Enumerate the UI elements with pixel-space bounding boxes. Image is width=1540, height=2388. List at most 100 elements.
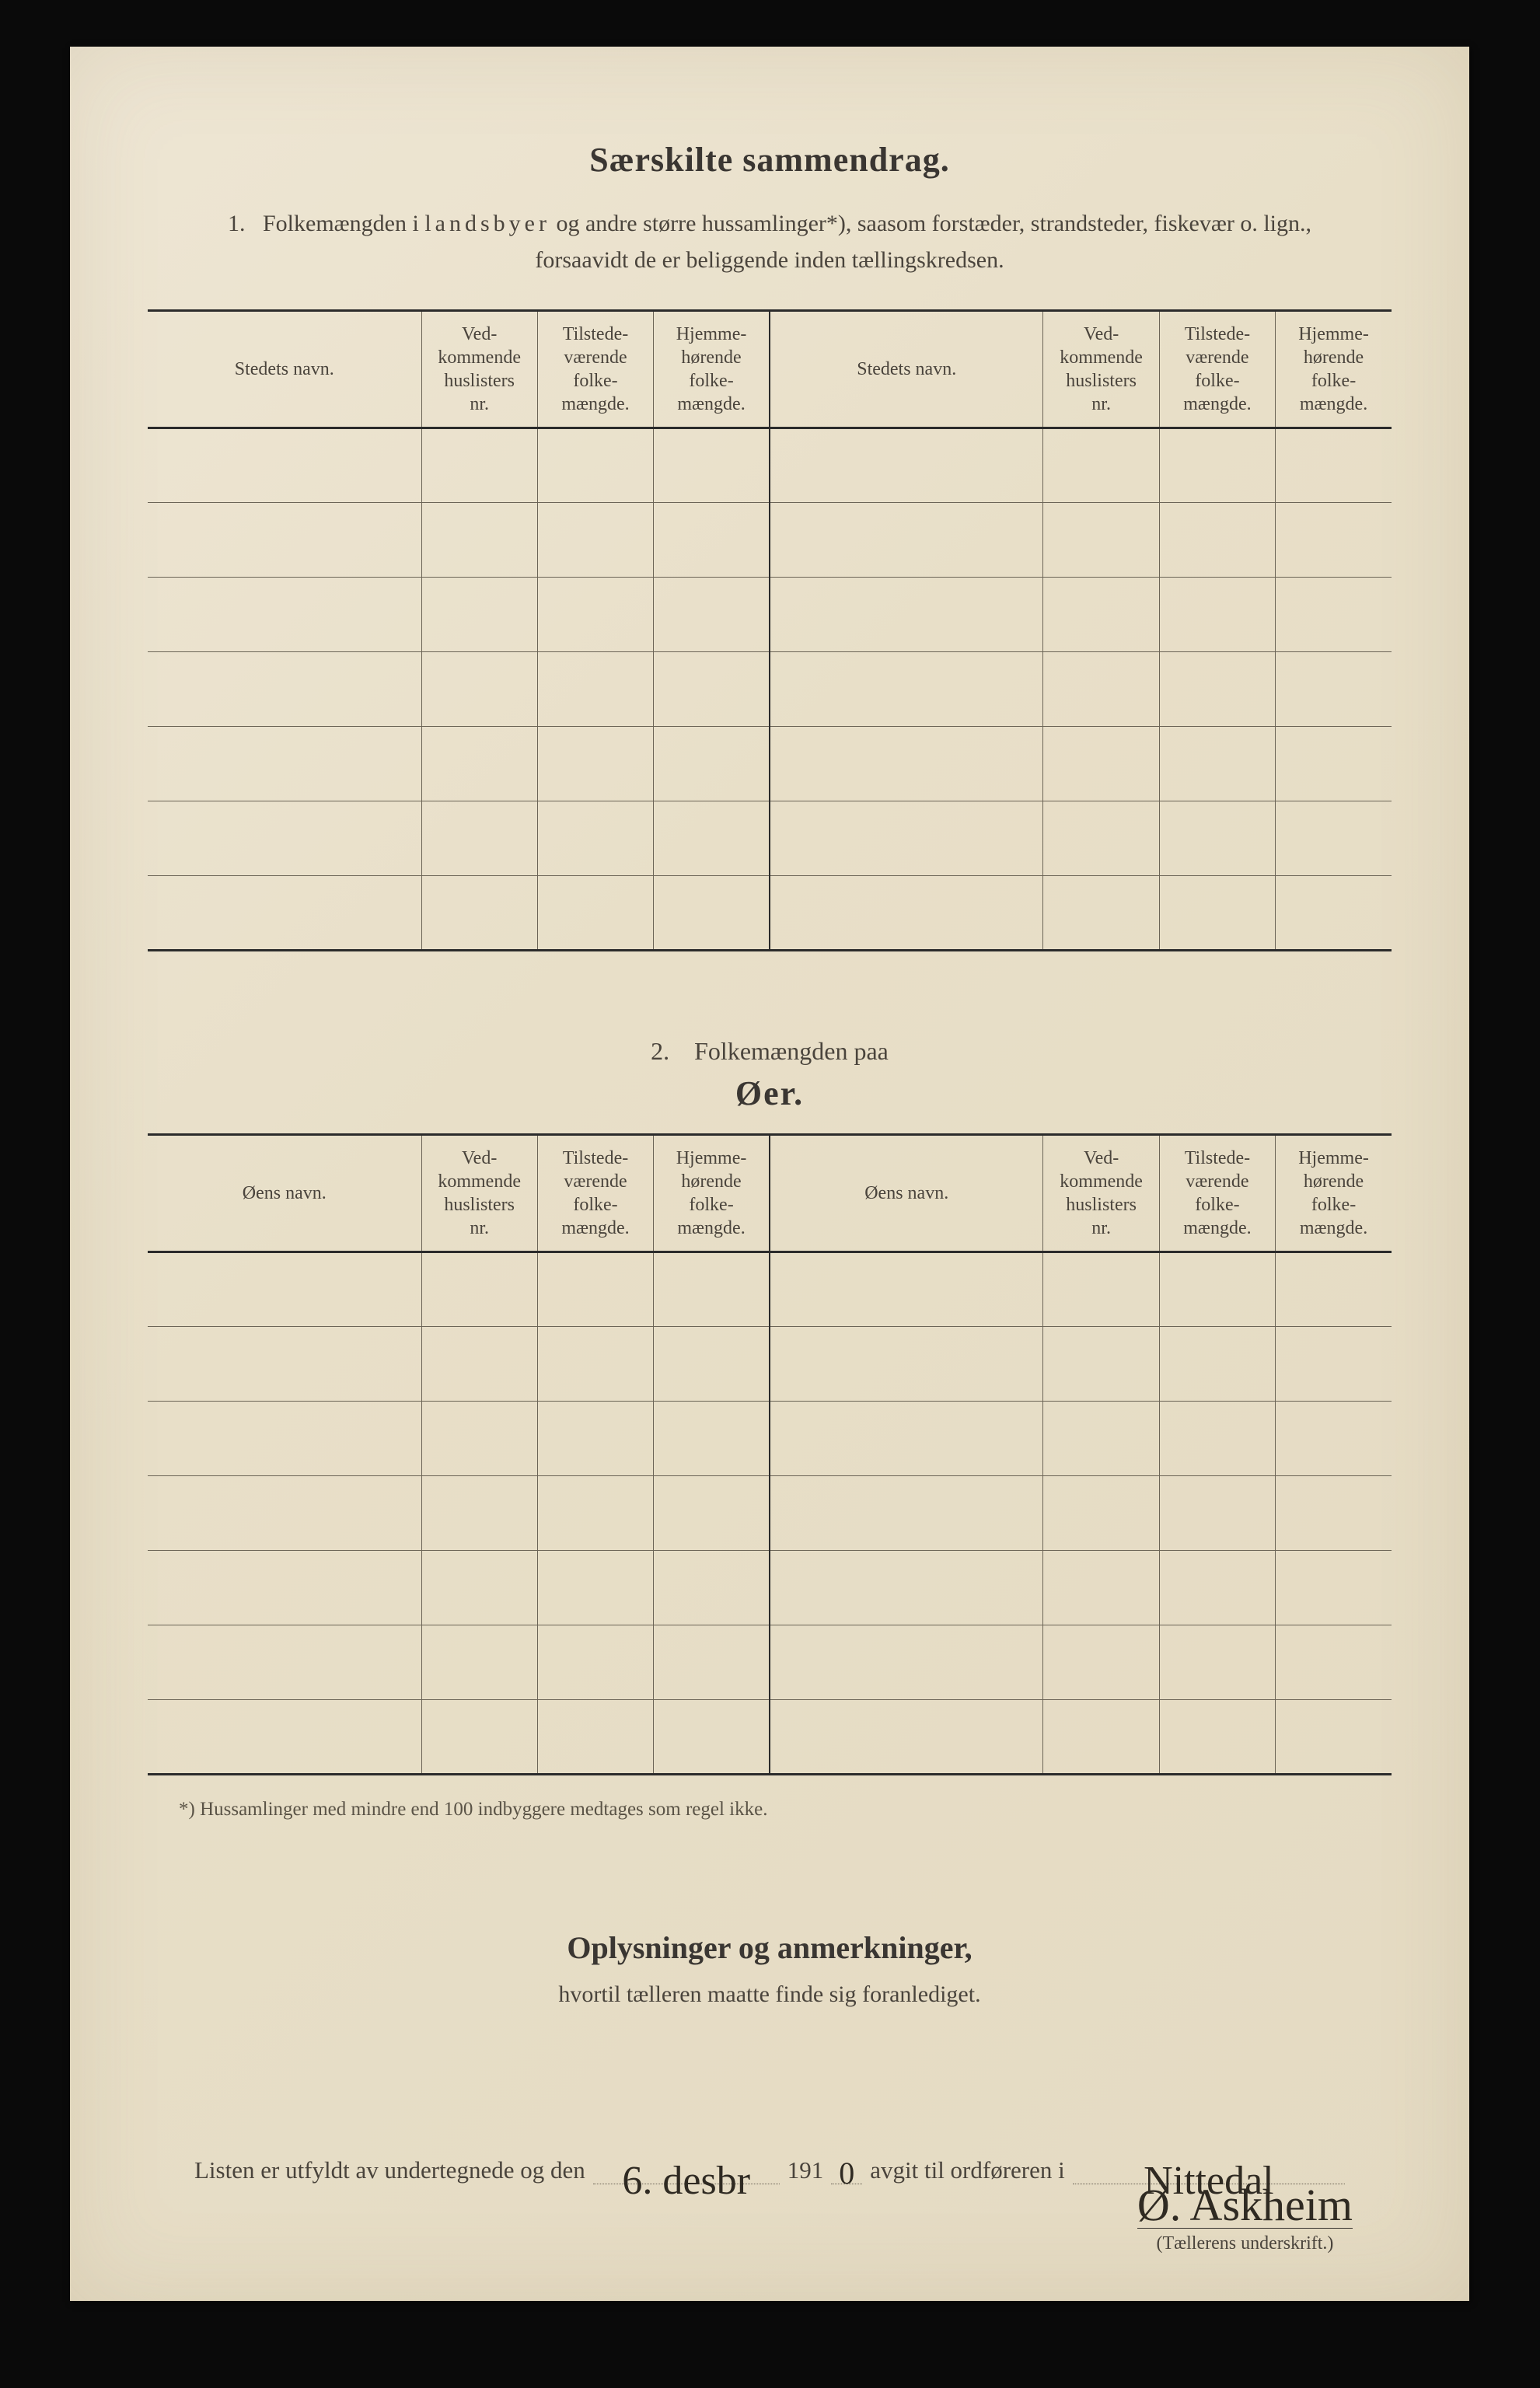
table-row (148, 578, 1392, 652)
table-row (148, 1625, 1392, 1700)
table-cell (1159, 1625, 1275, 1700)
table-cell (1159, 1402, 1275, 1476)
table-cell (537, 876, 653, 951)
table-cell (421, 727, 537, 801)
col2-huslister-r: Ved- kommende huslisters nr. (1043, 1135, 1159, 1252)
table-cell (770, 1252, 1043, 1327)
table2-header-row: Øens navn. Ved- kommende huslisters nr. … (148, 1135, 1392, 1252)
intro-num: 1. (228, 211, 246, 236)
year-prefix: 191 (787, 2156, 824, 2184)
table-cell (1276, 727, 1392, 801)
table-cell (654, 1625, 770, 1700)
table-cell (654, 503, 770, 578)
section1-intro: 1. Folkemængden i landsbyer og andre stø… (179, 206, 1360, 278)
intro-text-b: og andre større hussamlinger*), saasom f… (550, 211, 1311, 236)
table-cell (654, 1252, 770, 1327)
signer-block: Ø. Askheim (Tællerens underskrift.) (1137, 2173, 1353, 2254)
table-cell (537, 727, 653, 801)
table-cell (1276, 652, 1392, 727)
table-cell (1043, 1402, 1159, 1476)
col-huslister: Ved- kommende huslisters nr. (421, 311, 537, 428)
table-cell (537, 1327, 653, 1402)
table-cell (770, 503, 1043, 578)
intro-text-spaced: landsbyer (424, 211, 550, 236)
table-cell (1276, 503, 1392, 578)
table-cell (537, 578, 653, 652)
table-cell (770, 1551, 1043, 1625)
col-name: Stedets navn. (148, 311, 421, 428)
footnote: *) Hussamlinger med mindre end 100 indby… (179, 1799, 1392, 1821)
table-cell (148, 1327, 421, 1402)
table-cell (1159, 1327, 1275, 1402)
table-cell (537, 1700, 653, 1775)
table-landsbyer: Stedets navn. Ved- kommende huslisters n… (148, 309, 1392, 951)
section1-title: Særskilte sammendrag. (148, 140, 1392, 180)
table-cell (148, 578, 421, 652)
table-cell (148, 876, 421, 951)
table-cell (1276, 1476, 1392, 1551)
col-tilstede: Tilstede- værende folke- mængde. (537, 311, 653, 428)
table-cell (1276, 1327, 1392, 1402)
table-cell (421, 1551, 537, 1625)
table-cell (1043, 503, 1159, 578)
table-cell (421, 1625, 537, 1700)
table-cell (1043, 876, 1159, 951)
table-oer: Øens navn. Ved- kommende huslisters nr. … (148, 1133, 1392, 1775)
table-cell (537, 1625, 653, 1700)
table-cell (1043, 727, 1159, 801)
table-cell (1276, 1700, 1392, 1775)
signer-label: (Tællerens underskrift.) (1137, 2233, 1353, 2254)
table-row (148, 1700, 1392, 1775)
table-cell (1159, 652, 1275, 727)
table-cell (148, 1402, 421, 1476)
table-cell (770, 652, 1043, 727)
table-cell (537, 1551, 653, 1625)
table-cell (1043, 1625, 1159, 1700)
table-cell (1159, 801, 1275, 876)
table-cell (537, 1402, 653, 1476)
table-cell (770, 428, 1043, 503)
table-cell (770, 1327, 1043, 1402)
table-cell (654, 801, 770, 876)
table-cell (421, 1327, 537, 1402)
table-cell (148, 1625, 421, 1700)
table-cell (770, 578, 1043, 652)
table-cell (1043, 1476, 1159, 1551)
table-cell (1043, 1252, 1159, 1327)
col-hjemme-r: Hjemme- hørende folke- mængde. (1276, 311, 1392, 428)
table-cell (1043, 1551, 1159, 1625)
table-cell (654, 876, 770, 951)
table-cell (148, 652, 421, 727)
section3: Oplysninger og anmerkninger, hvortil tæl… (148, 1929, 1392, 2008)
table-cell (770, 801, 1043, 876)
table-cell (421, 578, 537, 652)
table-cell (148, 1252, 421, 1327)
table-cell (1159, 428, 1275, 503)
table-cell (537, 652, 653, 727)
col2-hjemme-r: Hjemme- hørende folke- mængde. (1276, 1135, 1392, 1252)
table-cell (654, 578, 770, 652)
year-blank: 0 (831, 2152, 862, 2184)
table-cell (1159, 1476, 1275, 1551)
table-cell (654, 1476, 770, 1551)
table-cell (654, 1551, 770, 1625)
table-cell (770, 1476, 1043, 1551)
section3-heading: Oplysninger og anmerkninger, (148, 1929, 1392, 1966)
col-huslister-r: Ved- kommende huslisters nr. (1043, 311, 1159, 428)
table-row (148, 1551, 1392, 1625)
table-cell (1159, 876, 1275, 951)
table-cell (1043, 1327, 1159, 1402)
table-cell (537, 503, 653, 578)
table-row (148, 727, 1392, 801)
table-cell (148, 801, 421, 876)
table-row (148, 876, 1392, 951)
table-cell (1276, 578, 1392, 652)
table-cell (654, 1700, 770, 1775)
table-cell (1043, 428, 1159, 503)
year-hand: 0 (839, 2156, 854, 2191)
table-row (148, 428, 1392, 503)
section2-line2: Øer. (148, 1074, 1392, 1113)
table-cell (770, 727, 1043, 801)
intro-text-c: forsaavidt de er beliggende inden tællin… (535, 247, 1004, 273)
col2-hjemme: Hjemme- hørende folke- mængde. (654, 1135, 770, 1252)
